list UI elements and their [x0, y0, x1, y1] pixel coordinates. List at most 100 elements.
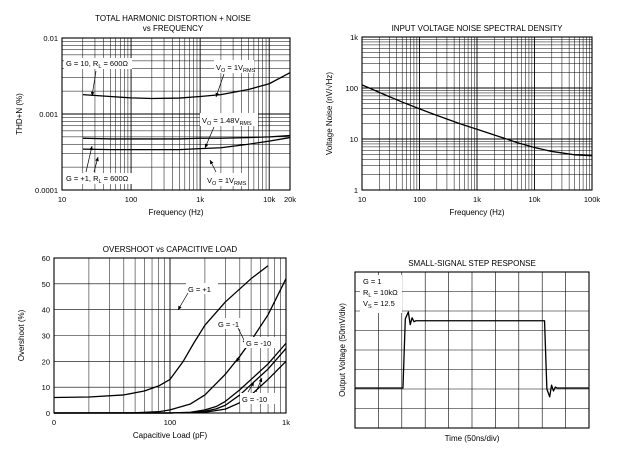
noise-x-tick-label: 100	[413, 195, 426, 204]
thd-y-axis-label: THD+N (%)	[15, 93, 24, 135]
overshoot-annotation-arrow-head	[178, 305, 182, 310]
thd-annotation-arrow	[215, 73, 225, 98]
overshoot-x-tick-label: 100	[164, 418, 177, 427]
annotation-subscript: O	[207, 121, 212, 127]
thd-annotation-gain1: G = +1, RL = 600Ω	[66, 174, 129, 185]
thd-annotation-arrow-head	[89, 146, 93, 151]
annotation-text: V	[216, 63, 221, 72]
annotation-text: V	[207, 176, 212, 185]
overshoot-x-axis-label: Capacitive Load (pF)	[133, 431, 208, 440]
thd-subtitle: vs FREQUENCY	[143, 24, 204, 33]
step-annotation-vs: VS = 12.5	[363, 299, 395, 310]
thd-annotation-vo1-low: VO = 1VRMS	[207, 176, 247, 187]
annotation-text: = 1V	[225, 63, 243, 72]
annotation-text: = 12.5	[372, 299, 395, 308]
thd-x-tick-label: 100	[125, 195, 138, 204]
thd-annotation-arrow	[85, 145, 93, 173]
thd-annotation-gain10: G = 10, RL = 600Ω	[66, 59, 128, 70]
thd-annotation-arrow	[91, 70, 97, 97]
thd-x-tick-label: 10k	[263, 195, 275, 204]
overshoot-annotation-arrow-head	[258, 378, 263, 383]
annotation-subscript: S	[368, 304, 372, 310]
annotation-backdrop	[64, 173, 134, 184]
overshoot-annotation-gplus1: G = +1	[188, 285, 211, 294]
noise-y-axis-label: Voltage Noise (nV/√Hz)	[325, 72, 334, 155]
thd-y-tick-label: 0.001	[39, 110, 58, 119]
annotation-text: = 1V	[216, 176, 234, 185]
annotation-backdrop	[214, 60, 254, 73]
thd-y-tick-label: 0.01	[43, 34, 58, 43]
thd-x-tick-label: 20k	[284, 195, 296, 204]
thd-series-line	[82, 72, 291, 100]
annotation-subscript: O	[221, 68, 226, 74]
noise-x-tick-label: 100k	[584, 195, 601, 204]
noise-grid	[361, 37, 592, 191]
annotation-subscript: RMS	[239, 121, 252, 127]
annotation-backdrop	[64, 58, 132, 69]
overshoot-annotation-arrow-head	[250, 382, 254, 387]
noise-y-tick-label: 1k	[350, 33, 358, 42]
annotation-backdrop	[186, 283, 218, 294]
annotation-backdrop	[205, 173, 247, 186]
annotation-text: G = -1	[218, 320, 239, 329]
annotation-subscript: O	[212, 181, 217, 187]
overshoot-y-tick-label: 30	[42, 332, 50, 341]
step-title: SMALL-SIGNAL STEP RESPONSE	[408, 259, 536, 268]
annotation-text: V	[363, 299, 368, 308]
overshoot-grid	[53, 257, 286, 414]
thd-x-tick-label: 1k	[196, 195, 204, 204]
thd-frame	[61, 37, 291, 191]
noise-title: INPUT VOLTAGE NOISE SPECTRAL DENSITY	[392, 24, 564, 33]
annotation-subscript: RMS	[243, 68, 256, 74]
overshoot-x-tick-label: 0	[52, 418, 56, 427]
annotation-text: G = -10	[246, 339, 271, 348]
noise-y-tick-label: 100	[345, 84, 358, 93]
overshoot-title: OVERSHOOT vs CAPACITIVE LOAD	[103, 245, 238, 254]
overshoot-y-axis-label: Overshoot (%)	[17, 309, 26, 361]
annotation-text: V	[202, 116, 207, 125]
thd-series-line	[82, 134, 291, 140]
overshoot-y-tick-label: 40	[42, 306, 50, 315]
annotation-subscript: L	[98, 64, 101, 70]
thd-title: TOTAL HARMONIC DISTORTION + NOISE	[95, 14, 251, 23]
annotation-text: G = -10	[242, 395, 267, 404]
annotation-backdrop	[240, 393, 276, 404]
step-series-line	[355, 311, 589, 398]
overshoot-y-tick-label: 50	[42, 280, 50, 289]
annotation-text: G = +1	[188, 285, 211, 294]
step-y-axis-label: Output Voltage (50mV/div)	[338, 303, 347, 397]
annotation-text: = 600Ω	[102, 174, 129, 183]
thd-annotation-vo1: VO = 1VRMS	[216, 63, 256, 74]
overshoot-y-tick-label: 60	[42, 254, 50, 263]
annotation-text: = 1.48V	[211, 116, 239, 125]
thd-x-axis-label: Frequency (Hz)	[148, 208, 203, 217]
overshoot-series-line	[53, 265, 269, 399]
overshoot-annotation-gminus10-b: G = -10	[242, 395, 267, 404]
annotation-text: R	[363, 288, 369, 297]
annotation-backdrop	[216, 318, 246, 329]
overshoot-series-line	[54, 360, 287, 414]
step-annotation-gain: G = 1	[363, 277, 382, 286]
annotation-backdrop	[200, 113, 258, 126]
thd-annotation-arrow-head	[204, 143, 209, 148]
step-x-axis-label: Time (50ns/div)	[445, 434, 500, 443]
annotation-subscript: L	[99, 179, 102, 185]
noise-x-tick-label: 1k	[473, 195, 481, 204]
annotation-text: = 10kΩ	[371, 288, 398, 297]
annotation-text: G = 10, R	[66, 59, 99, 68]
thd-annotation-arrow-head	[90, 91, 95, 96]
step-annotation-rl: RL = 10kΩ	[363, 288, 398, 299]
overshoot-series-line	[53, 278, 287, 414]
noise-frame	[361, 36, 593, 191]
annotation-backdrop	[244, 337, 280, 348]
noise-y-tick-label: 10	[350, 135, 358, 144]
annotation-backdrop	[360, 275, 402, 313]
noise-x-axis-label: Frequency (Hz)	[449, 208, 504, 217]
noise-x-tick-label: 10	[358, 195, 366, 204]
step-frame	[354, 271, 590, 429]
annotation-subscript: RMS	[234, 181, 247, 187]
thd-annotation-vo148: VO = 1.48VRMS	[202, 116, 252, 127]
thd-y-tick-label: 0.0001	[35, 186, 58, 195]
overshoot-y-tick-label: 0	[46, 409, 50, 418]
